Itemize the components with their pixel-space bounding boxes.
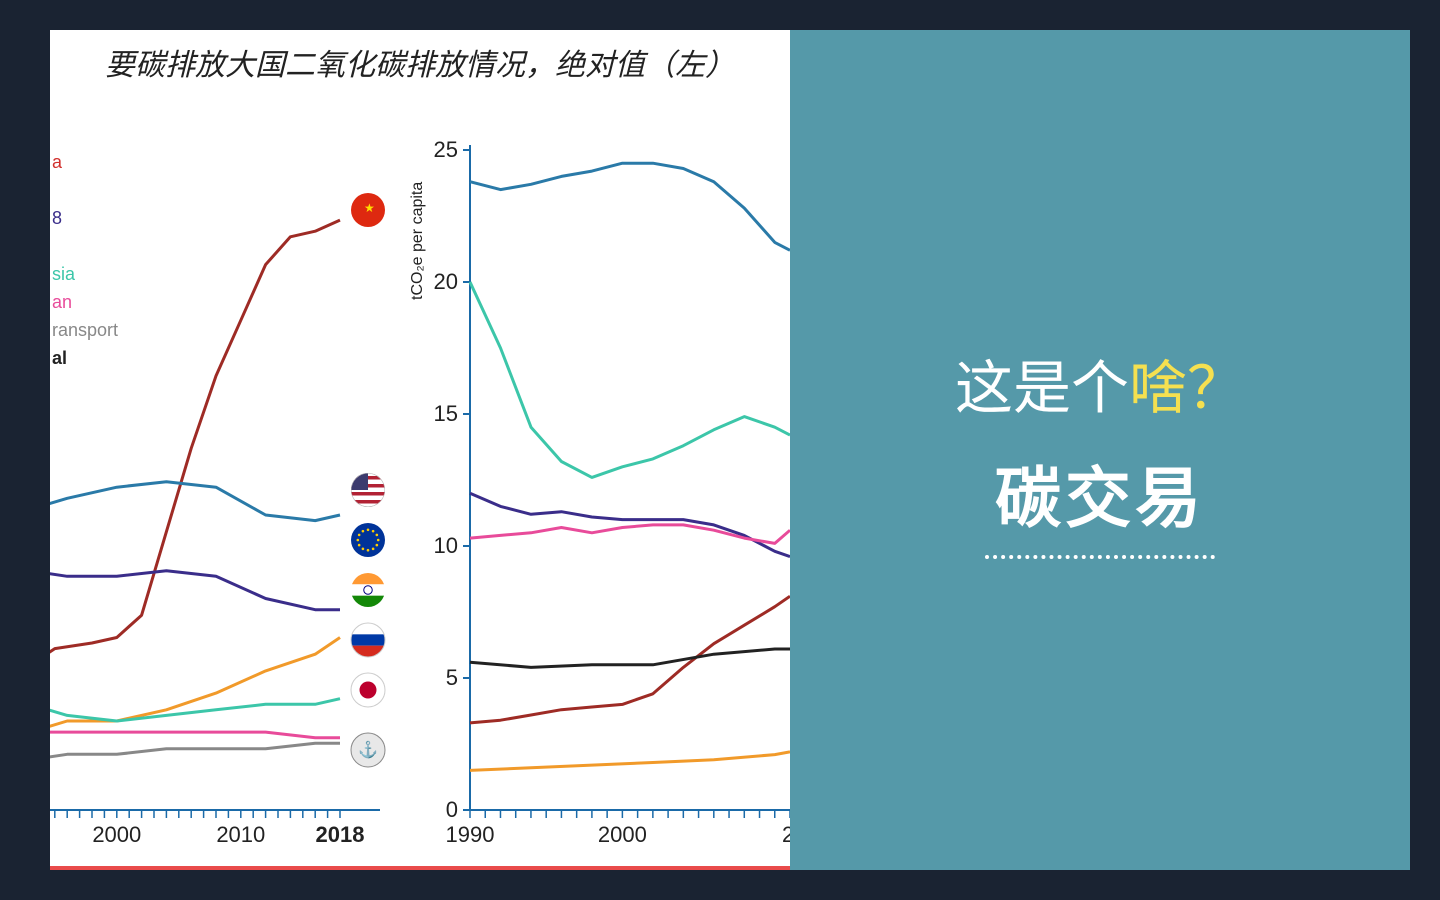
svg-text:0: 0 — [446, 797, 458, 822]
chart-panel: 要碳排放大国二氧化碳排放情况，绝对值（左） 200020102018★⚓a8si… — [50, 30, 790, 870]
svg-text:tCO₂e per capita: tCO₂e per capita — [409, 182, 426, 300]
svg-text:10: 10 — [434, 533, 458, 558]
svg-text:an: an — [52, 292, 72, 312]
svg-text:al: al — [52, 348, 67, 368]
title-underline — [985, 555, 1215, 559]
question-line: 这是个啥？ — [955, 341, 1245, 425]
main-frame: 要碳排放大国二氧化碳排放情况，绝对值（左） 200020102018★⚓a8si… — [50, 30, 1410, 870]
svg-text:★: ★ — [364, 201, 375, 215]
svg-text:1990: 1990 — [446, 822, 495, 847]
svg-text:a: a — [52, 152, 63, 172]
svg-text:15: 15 — [434, 401, 458, 426]
svg-text:20: 20 — [434, 269, 458, 294]
svg-text:2000: 2000 — [598, 822, 647, 847]
svg-text:2018: 2018 — [316, 822, 365, 847]
svg-text:ransport: ransport — [52, 320, 118, 340]
svg-text:5: 5 — [446, 665, 458, 690]
svg-text:25: 25 — [434, 137, 458, 162]
chart-title: 要碳排放大国二氧化碳排放情况，绝对值（左） — [50, 40, 790, 84]
charts-container: 2000 2010 2018 ★ ⚓ a 8 sia an ransport al 0 5 10 15 20 2… — [50, 110, 790, 870]
main-title: 碳交易 — [995, 445, 1205, 541]
title-panel: 这是个啥？ 碳交易 — [790, 30, 1410, 870]
question-highlight: 啥？ — [1129, 356, 1245, 421]
svg-text:2000: 2000 — [92, 822, 141, 847]
svg-text:sia: sia — [52, 264, 76, 284]
question-prefix: 这是个 — [955, 356, 1129, 421]
svg-text:2: 2 — [782, 822, 790, 847]
chart-svg: 2000 2010 2018 ★ ⚓ a 8 sia an ransport al 0 5 10 15 20 2… — [50, 110, 790, 870]
svg-text:⚓: ⚓ — [358, 740, 378, 759]
svg-text:2010: 2010 — [216, 822, 265, 847]
svg-text:8: 8 — [52, 208, 62, 228]
